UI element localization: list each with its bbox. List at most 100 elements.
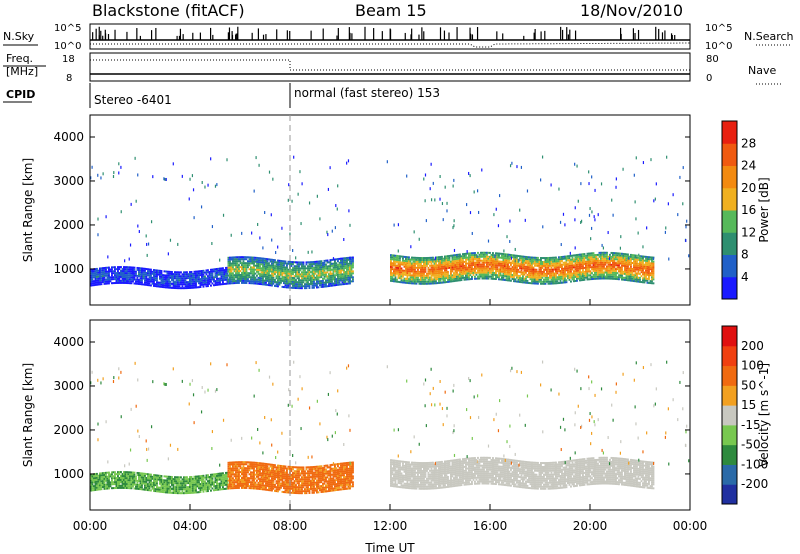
power-cell <box>150 284 152 287</box>
power-cell <box>412 258 415 261</box>
power-cell <box>607 275 610 278</box>
velocity-cell <box>162 483 164 486</box>
power-speck <box>336 207 338 211</box>
power-cell <box>492 275 494 278</box>
power-cell <box>601 273 604 276</box>
power-cell <box>216 277 218 280</box>
power-cell <box>207 275 209 278</box>
power-cell <box>472 252 475 255</box>
power-cell <box>486 275 488 278</box>
power-cell <box>317 266 320 269</box>
power-cell <box>439 281 442 284</box>
power-cell <box>340 269 342 272</box>
velocity-cell <box>157 486 160 489</box>
power-cell <box>257 282 260 285</box>
velocity-cell <box>135 479 137 482</box>
power-cell <box>340 259 342 262</box>
power-cell <box>112 282 115 285</box>
power-cell <box>183 283 185 286</box>
power-cell <box>577 257 580 260</box>
power-cell <box>202 273 205 276</box>
power-cell <box>529 260 532 263</box>
power-cell <box>100 283 103 286</box>
power-cell <box>245 258 248 261</box>
velocity-cell <box>174 476 176 479</box>
power-speck <box>594 188 596 192</box>
velocity-cell <box>177 484 179 487</box>
power-cell <box>409 276 412 279</box>
colorbar-frame <box>721 120 738 300</box>
power-cell <box>117 277 119 280</box>
power-cell <box>190 271 193 273</box>
power-cell <box>426 272 428 275</box>
velocity-cell <box>121 477 124 479</box>
power-cell <box>433 274 436 277</box>
power-cell <box>553 274 556 277</box>
power-cell <box>489 257 491 260</box>
colorbar-swatch <box>722 210 737 233</box>
power-cell <box>429 260 431 263</box>
power-cell <box>227 282 230 285</box>
power-cell <box>256 268 258 271</box>
power-cell <box>633 274 635 277</box>
power-cell <box>157 271 160 274</box>
power-cell <box>435 282 437 285</box>
power-cell <box>612 265 614 268</box>
power-cell <box>442 257 445 260</box>
velocity-cell <box>190 483 193 486</box>
power-cell <box>340 279 342 282</box>
power-cell <box>296 261 299 264</box>
velocity-cell <box>102 484 104 487</box>
power-cell <box>465 278 467 281</box>
power-speck <box>682 202 684 206</box>
power-cell <box>576 275 578 278</box>
velocity-cell <box>172 491 175 494</box>
power-cell <box>311 267 314 270</box>
power-cell <box>302 273 305 276</box>
power-cell <box>471 268 473 271</box>
power-cell <box>558 266 560 269</box>
velocity-cell <box>165 489 167 492</box>
power-cell <box>439 267 442 270</box>
power-cell <box>408 272 410 275</box>
power-cell <box>447 263 449 266</box>
power-cell <box>574 272 577 275</box>
power-cell <box>290 280 293 283</box>
power-cell <box>606 261 608 264</box>
power-cell <box>471 258 473 261</box>
power-cell <box>531 262 533 265</box>
power-cell <box>567 271 569 274</box>
power-cell <box>275 277 278 280</box>
power-cell <box>299 263 302 266</box>
power-cell <box>406 260 409 263</box>
power-cell <box>331 280 333 283</box>
power-cell <box>561 271 563 274</box>
power-cell <box>247 264 249 267</box>
power-cell <box>630 259 632 262</box>
power-cell <box>287 280 290 283</box>
power-cell <box>462 263 464 266</box>
velocity-cell <box>90 483 92 486</box>
velocity-cell <box>93 485 95 488</box>
power-cell <box>454 254 457 257</box>
power-cell <box>534 258 536 261</box>
power-cell <box>570 276 572 279</box>
velocity-cell <box>190 485 193 488</box>
power-cell <box>266 277 269 280</box>
power-speck <box>118 162 120 166</box>
power-speck <box>137 173 139 177</box>
power-cell <box>130 272 133 275</box>
power-cell <box>343 279 345 282</box>
power-cell <box>97 273 100 276</box>
power-cell <box>423 282 425 285</box>
power-cell <box>337 271 339 274</box>
power-cell <box>450 278 452 281</box>
power-cell <box>162 274 164 277</box>
power-cell <box>579 257 581 260</box>
power-cell <box>153 269 155 272</box>
power-cell <box>394 264 397 267</box>
velocity-cell <box>153 489 155 492</box>
power-cell <box>465 270 467 273</box>
power-cell <box>507 277 509 280</box>
power-cell <box>190 284 193 287</box>
